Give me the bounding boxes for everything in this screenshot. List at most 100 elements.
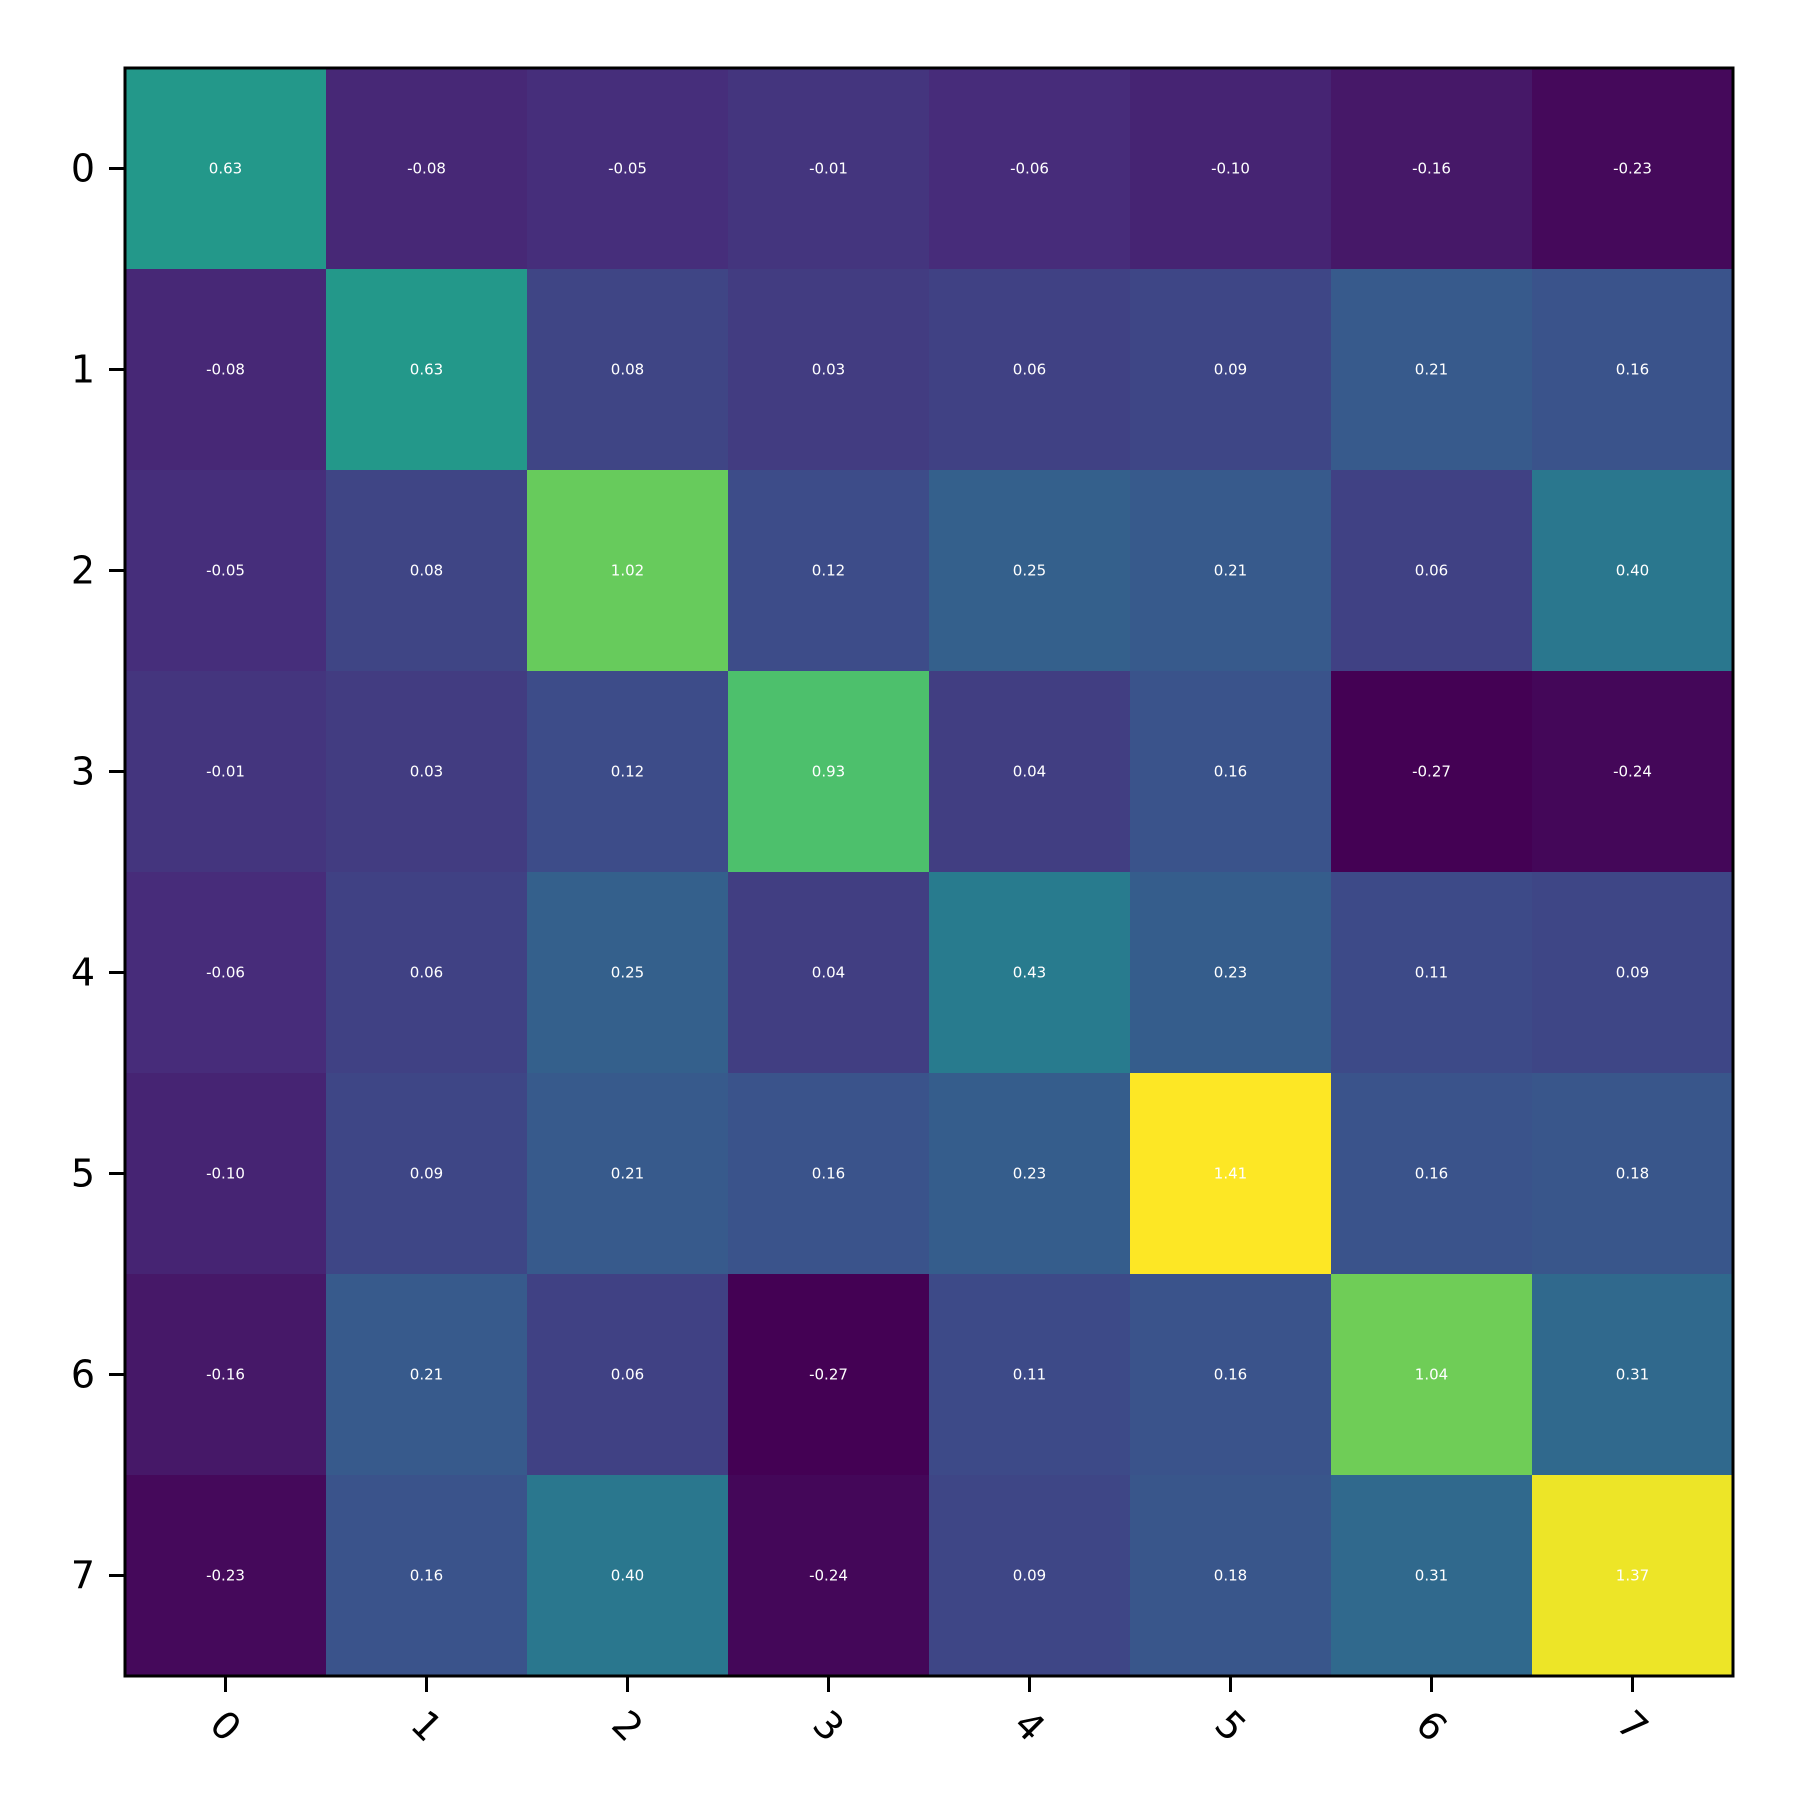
heatmap-cell-3-1 <box>326 671 528 873</box>
heatmap-cell-3-7 <box>1532 671 1734 873</box>
heatmap-cell-2-6 <box>1331 470 1533 672</box>
y-tick-label-6: 6 <box>71 1353 95 1397</box>
heatmap-cell-5-7 <box>1532 1073 1734 1275</box>
data-label-2-2: 1.02 <box>611 562 644 580</box>
data-label-1-5: 0.09 <box>1214 361 1247 379</box>
data-label-0-5: -0.10 <box>1211 160 1250 178</box>
heatmap-cell-0-3 <box>728 68 930 270</box>
data-label-7-2: 0.40 <box>611 1567 644 1585</box>
heatmap-cell-4-4 <box>929 872 1131 1074</box>
data-label-5-1: 0.09 <box>410 1165 443 1183</box>
heatmap-cell-5-2 <box>527 1073 729 1275</box>
heatmap-cell-6-1 <box>326 1274 528 1476</box>
heatmap-cell-7-7 <box>1532 1475 1734 1677</box>
data-label-2-1: 0.08 <box>410 562 443 580</box>
heatmap-cell-5-5 <box>1130 1073 1332 1275</box>
heatmap-cell-2-0 <box>125 470 327 672</box>
heatmap-cell-5-0 <box>125 1073 327 1275</box>
data-label-7-5: 0.18 <box>1214 1567 1247 1585</box>
heatmap-cell-1-6 <box>1331 269 1533 471</box>
y-tick-label-5: 5 <box>71 1152 95 1196</box>
heatmap-cell-5-6 <box>1331 1073 1533 1275</box>
y-axis: 0 1 2 3 4 5 6 7 <box>71 147 125 1598</box>
heatmap-cell-4-3 <box>728 872 930 1074</box>
data-label-6-4: 0.11 <box>1013 1366 1046 1384</box>
data-label-7-3: -0.24 <box>809 1567 848 1585</box>
heatmap-cell-3-4 <box>929 671 1131 873</box>
data-label-4-2: 0.25 <box>611 964 644 982</box>
data-label-6-2: 0.06 <box>611 1366 644 1384</box>
y-tick-label-3: 3 <box>71 750 95 794</box>
heatmap-cell-0-6 <box>1331 68 1533 270</box>
heatmap-cell-4-0 <box>125 872 327 1074</box>
heatmap-cell-1-0 <box>125 269 327 471</box>
data-label-2-4: 0.25 <box>1013 562 1046 580</box>
data-label-2-5: 0.21 <box>1214 562 1247 580</box>
data-label-6-7: 0.31 <box>1616 1366 1649 1384</box>
heatmap-cell-2-3 <box>728 470 930 672</box>
heatmap-cell-2-2 <box>527 470 729 672</box>
heatmap-cell-6-2 <box>527 1274 729 1476</box>
data-label-3-3: 0.93 <box>812 763 845 781</box>
data-label-4-3: 0.04 <box>812 964 845 982</box>
data-label-0-2: -0.05 <box>608 160 647 178</box>
data-label-7-0: -0.23 <box>206 1567 245 1585</box>
heatmap-cell-1-4 <box>929 269 1131 471</box>
y-tick-label-4: 4 <box>71 951 95 995</box>
data-label-1-3: 0.03 <box>812 361 845 379</box>
data-label-4-4: 0.43 <box>1013 964 1046 982</box>
data-label-6-6: 1.04 <box>1415 1366 1448 1384</box>
data-label-3-6: -0.27 <box>1412 763 1451 781</box>
heatmap-cell-5-3 <box>728 1073 930 1275</box>
heatmap-cell-2-4 <box>929 470 1131 672</box>
data-label-0-4: -0.06 <box>1010 160 1049 178</box>
heatmap-cell-7-4 <box>929 1475 1131 1677</box>
heatmap-cell-7-5 <box>1130 1475 1332 1677</box>
plot-frame <box>123 66 1735 1678</box>
data-label-2-7: 0.40 <box>1616 562 1649 580</box>
data-label-1-7: 0.16 <box>1616 361 1649 379</box>
heatmap-cell-7-2 <box>527 1475 729 1677</box>
heatmap-cell-4-1 <box>326 872 528 1074</box>
data-label-5-5: 1.41 <box>1214 1165 1247 1183</box>
heatmap-cell-1-2 <box>527 269 729 471</box>
heatmap-cell-6-6 <box>1331 1274 1533 1476</box>
heatmap-cell-7-3 <box>728 1475 930 1677</box>
data-label-4-0: -0.06 <box>206 964 245 982</box>
heatmap-cell-5-4 <box>929 1073 1131 1275</box>
data-label-5-3: 0.16 <box>812 1165 845 1183</box>
data-label-4-6: 0.11 <box>1415 964 1448 982</box>
heatmap-cell-1-1 <box>326 269 528 471</box>
data-label-1-4: 0.06 <box>1013 361 1046 379</box>
heatmap-cell-3-5 <box>1130 671 1332 873</box>
data-label-5-7: 0.18 <box>1616 1165 1649 1183</box>
data-label-6-3: -0.27 <box>809 1366 848 1384</box>
data-label-0-6: -0.16 <box>1412 160 1451 178</box>
data-label-5-4: 0.23 <box>1013 1165 1046 1183</box>
data-label-0-7: -0.23 <box>1613 160 1652 178</box>
data-label-5-0: -0.10 <box>206 1165 245 1183</box>
heatmap-cell-6-4 <box>929 1274 1131 1476</box>
heatmap-cell-3-3 <box>728 671 930 873</box>
heatmap-cell-3-6 <box>1331 671 1533 873</box>
heatmap-cell-4-7 <box>1532 872 1734 1074</box>
heatmap-cell-0-0 <box>125 68 327 270</box>
data-label-6-5: 0.16 <box>1214 1366 1247 1384</box>
heatmap-cell-0-1 <box>326 68 528 270</box>
data-label-4-1: 0.06 <box>410 964 443 982</box>
heatmap-cell-0-5 <box>1130 68 1332 270</box>
data-label-7-1: 0.16 <box>410 1567 443 1585</box>
data-label-5-6: 0.16 <box>1415 1165 1448 1183</box>
heatmap-cell-4-2 <box>527 872 729 1074</box>
heatmap-cell-4-5 <box>1130 872 1332 1074</box>
heatmap-cell-1-3 <box>728 269 930 471</box>
heatmap-cells <box>125 68 1734 1677</box>
data-label-1-0: -0.08 <box>206 361 245 379</box>
data-label-6-1: 0.21 <box>410 1366 443 1384</box>
data-label-0-1: -0.08 <box>407 160 446 178</box>
heatmap-cell-0-7 <box>1532 68 1734 270</box>
heatmap-cell-6-5 <box>1130 1274 1332 1476</box>
heatmap-cell-0-4 <box>929 68 1131 270</box>
data-label-7-7: 1.37 <box>1616 1567 1649 1585</box>
data-label-3-5: 0.16 <box>1214 763 1247 781</box>
